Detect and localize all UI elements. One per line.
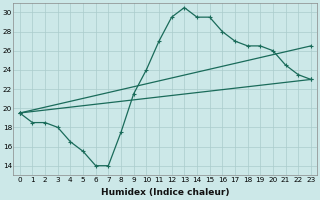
- X-axis label: Humidex (Indice chaleur): Humidex (Indice chaleur): [101, 188, 229, 197]
